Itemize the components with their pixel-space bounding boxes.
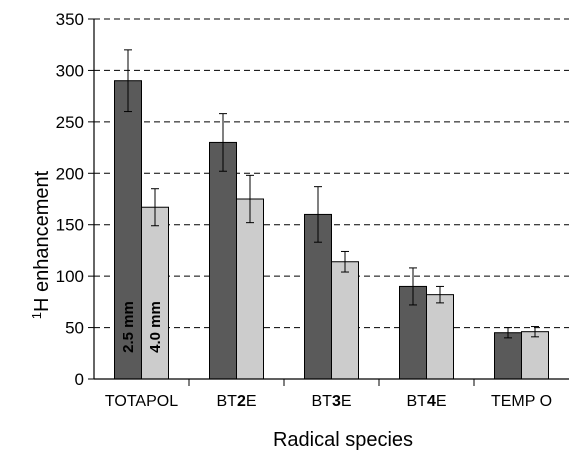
- bar: [426, 294, 454, 380]
- bar: [494, 332, 522, 380]
- category-label-part: E: [341, 393, 352, 410]
- category-label: BT4E: [406, 393, 446, 410]
- category-label: BT2E: [216, 393, 256, 410]
- category-label-part: BT: [311, 393, 332, 410]
- bar: [331, 261, 359, 380]
- y-tick-label: 150: [56, 216, 84, 235]
- y-tick-label: 50: [65, 319, 84, 338]
- category-label-part: BT: [406, 393, 427, 410]
- category-label-part: TEMP O: [491, 393, 552, 410]
- bar: [236, 198, 264, 380]
- category-label-part: 3: [332, 393, 341, 410]
- y-tick-label: 250: [56, 113, 84, 132]
- y-tick-label: 0: [75, 370, 84, 389]
- y-tick-label: 300: [56, 61, 84, 80]
- x-axis-title: Radical species: [273, 429, 413, 451]
- y-tick-labels: 0 50 100 150 200 250 300 350: [56, 10, 84, 389]
- category-label: TOTAPOL: [105, 393, 178, 410]
- bars: [114, 80, 549, 380]
- series-label: 2.5 mm: [120, 301, 137, 353]
- error-bars: [124, 49, 539, 339]
- category-label-part: 2: [237, 393, 246, 410]
- category-labels: TOTAPOL BT2E BT3E BT4E TEMP O: [105, 393, 552, 410]
- category-label-part: E: [246, 393, 257, 410]
- gridlines: [94, 18, 569, 329]
- y-tick-label: 100: [56, 267, 84, 286]
- category-label-part: TOTAPOL: [105, 393, 178, 410]
- bar: [141, 206, 169, 380]
- y-axis-title-superscript: 1: [29, 312, 44, 319]
- category-label-part: E: [436, 393, 447, 410]
- bar: [209, 141, 237, 380]
- bar: [114, 80, 142, 380]
- bar-series-labels: 2.5 mm 4.0 mm: [120, 301, 164, 353]
- category-label-part: BT: [216, 393, 237, 410]
- category-label: BT3E: [311, 393, 351, 410]
- category-label: TEMP O: [491, 393, 552, 410]
- y-tick-label: 350: [56, 10, 84, 29]
- series-label: 4.0 mm: [147, 301, 164, 353]
- y-axis-title: 1H enhancement: [29, 170, 53, 319]
- y-tick-label: 200: [56, 164, 84, 183]
- y-axis-title-main: H enhancement: [31, 170, 53, 312]
- axes: [88, 18, 569, 386]
- category-label-part: 4: [427, 393, 436, 410]
- bar: [521, 331, 549, 380]
